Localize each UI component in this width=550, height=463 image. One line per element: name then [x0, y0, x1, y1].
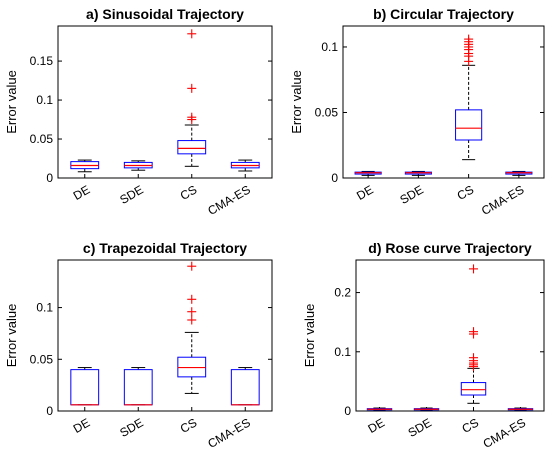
axes-frame [57, 259, 273, 412]
y-tick-label: 0 [46, 171, 53, 185]
y-tick-label: 0.1 [334, 345, 351, 359]
panel-3: c) Trapezoidal Trajectory 0 0.05 0.1 Error v… [4, 240, 273, 451]
y-axis-label: Error value [4, 70, 19, 134]
x-tick-label: DE [366, 415, 387, 435]
axes-frame [57, 25, 273, 179]
x-tick-label: CS [460, 415, 481, 435]
box-cs [460, 264, 487, 404]
outlier-marker [187, 29, 197, 39]
outlier-marker [187, 294, 197, 304]
box-cma-es [505, 170, 533, 176]
outlier-marker [187, 112, 197, 122]
panel-title: b) Circular Trajectory [373, 6, 514, 22]
box-sde [123, 367, 153, 406]
y-tick-label: 0 [331, 171, 338, 185]
outlier-marker [187, 315, 197, 325]
x-tick-label: DE [354, 182, 375, 202]
panel-2: b) Circular Trajectory 0 0.05 0.1 Error valu… [289, 6, 545, 218]
panel-title: a) Sinusoidal Trajectory [86, 6, 244, 22]
y-tick-label: 0.2 [334, 286, 351, 300]
y-tick-label: 0.1 [36, 301, 53, 315]
x-tick-label: DE [71, 415, 92, 435]
panel-title: c) Trapezoidal Trajectory [83, 240, 247, 256]
panel-4: d) Rose curve Trajectory 0 0.1 0.2 Error val… [302, 240, 545, 451]
outlier-marker [469, 327, 478, 337]
y-tick-label: 0.05 [30, 352, 54, 366]
y-axis-label: Error value [289, 70, 304, 134]
y-tick-label: 0.05 [315, 105, 339, 119]
box-de [366, 407, 393, 411]
y-axis-label: Error value [302, 304, 317, 368]
box-de [354, 170, 382, 176]
x-tick-label: SDE [117, 415, 145, 439]
x-tick-label: CS [178, 182, 199, 202]
box-de [70, 159, 100, 173]
box-sde [123, 160, 153, 171]
outlier-marker [187, 307, 197, 317]
outlier-marker [469, 353, 478, 363]
outlier-marker [469, 264, 478, 274]
x-tick-label: CMA-ES [205, 182, 252, 217]
x-tick-label: SDE [397, 182, 425, 206]
axes-frame [355, 259, 545, 412]
y-tick-label: 0.1 [321, 40, 338, 54]
x-tick-label: CS [455, 182, 476, 202]
outlier-marker [187, 261, 197, 271]
box-cs [455, 34, 483, 161]
x-tick-label: CS [178, 415, 199, 435]
panel-1: a) Sinusoidal Trajectory 0 0.05 0.1 0.15 Erro… [4, 6, 273, 218]
iqr-box [177, 140, 207, 155]
y-tick-label: 0.15 [30, 54, 54, 68]
outlier-marker [187, 83, 197, 93]
x-tick-label: DE [71, 182, 92, 202]
box-cs [177, 29, 207, 167]
box-cma-es [507, 407, 534, 411]
iqr-box [460, 382, 487, 396]
iqr-box [70, 369, 100, 406]
x-tick-label: SDE [117, 182, 145, 206]
axes-frame [342, 25, 545, 179]
box-de [70, 367, 100, 406]
box-sde [404, 170, 432, 176]
y-tick-label: 0.1 [36, 93, 53, 107]
y-tick-label: 0 [344, 404, 351, 418]
x-tick-label: CMA-ES [481, 415, 528, 450]
iqr-box [230, 369, 260, 406]
x-tick-label: CMA-ES [205, 415, 252, 450]
y-axis-label: Error value [4, 304, 19, 368]
box-sde [413, 407, 440, 411]
box-cma-es [230, 367, 260, 406]
box-cs [177, 261, 207, 394]
y-tick-label: 0 [46, 404, 53, 418]
y-tick-label: 0.05 [30, 132, 54, 146]
iqr-box [455, 109, 483, 141]
panel-title: d) Rose curve Trajectory [368, 240, 532, 256]
iqr-box [123, 369, 153, 406]
outlier-marker [464, 34, 474, 44]
box-cma-es [230, 159, 260, 172]
x-tick-label: SDE [406, 415, 434, 439]
x-tick-label: CMA-ES [479, 182, 526, 217]
